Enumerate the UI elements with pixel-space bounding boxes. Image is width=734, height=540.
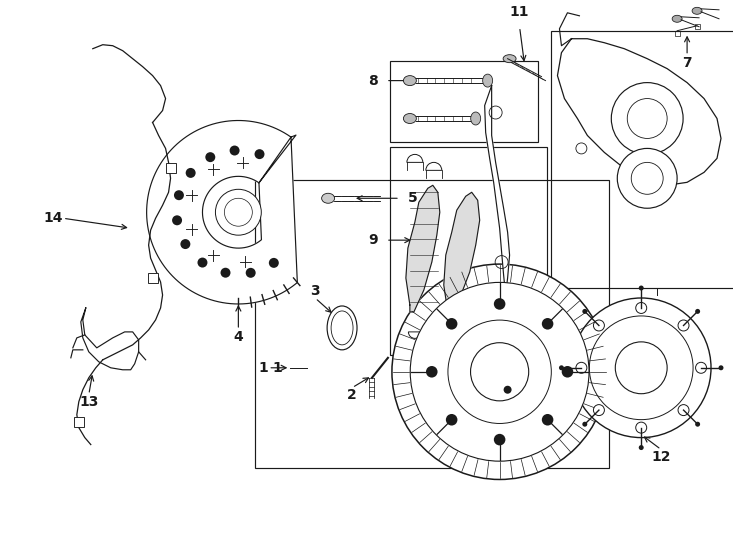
Circle shape <box>172 215 182 225</box>
Ellipse shape <box>672 15 682 22</box>
Circle shape <box>696 362 707 373</box>
Circle shape <box>504 386 512 394</box>
Text: 5: 5 <box>408 191 418 205</box>
Text: 4: 4 <box>233 330 243 344</box>
Circle shape <box>582 309 587 314</box>
Text: 14: 14 <box>43 211 63 225</box>
Circle shape <box>410 282 589 461</box>
Text: 13: 13 <box>79 395 98 409</box>
Circle shape <box>448 320 551 423</box>
Text: 1: 1 <box>272 361 282 375</box>
Circle shape <box>617 148 677 208</box>
Polygon shape <box>147 120 297 304</box>
Circle shape <box>593 320 604 331</box>
Circle shape <box>562 366 573 377</box>
Circle shape <box>695 422 700 427</box>
Ellipse shape <box>404 76 416 86</box>
Bar <box>74 417 84 427</box>
Circle shape <box>593 404 604 416</box>
Circle shape <box>269 258 279 268</box>
Circle shape <box>636 422 647 433</box>
Circle shape <box>611 83 683 154</box>
Bar <box>148 273 158 283</box>
Text: 8: 8 <box>368 73 378 87</box>
Circle shape <box>255 149 264 159</box>
Circle shape <box>426 366 437 377</box>
Circle shape <box>678 320 689 331</box>
Circle shape <box>582 422 587 427</box>
Circle shape <box>559 365 564 370</box>
Circle shape <box>678 404 689 416</box>
Circle shape <box>230 146 239 156</box>
Text: 12: 12 <box>651 450 671 463</box>
Text: 1: 1 <box>258 361 269 375</box>
Circle shape <box>542 318 553 329</box>
Text: 11: 11 <box>510 5 529 19</box>
Circle shape <box>494 434 506 445</box>
Ellipse shape <box>692 8 702 14</box>
Text: 6: 6 <box>653 300 662 314</box>
Circle shape <box>576 143 587 154</box>
Circle shape <box>186 168 196 178</box>
Ellipse shape <box>503 55 516 63</box>
Polygon shape <box>81 308 139 370</box>
Ellipse shape <box>404 113 416 124</box>
Text: 10: 10 <box>490 325 509 339</box>
Circle shape <box>392 264 607 480</box>
Circle shape <box>639 445 644 450</box>
Bar <box>675 31 680 36</box>
Ellipse shape <box>327 306 357 350</box>
Circle shape <box>206 152 215 162</box>
Circle shape <box>181 239 190 249</box>
Circle shape <box>220 268 230 278</box>
Ellipse shape <box>483 74 493 87</box>
Circle shape <box>446 318 457 329</box>
Circle shape <box>216 190 261 235</box>
Circle shape <box>695 309 700 314</box>
Circle shape <box>576 362 587 373</box>
Polygon shape <box>444 192 480 318</box>
Bar <box>255 180 609 468</box>
Circle shape <box>174 190 184 200</box>
Polygon shape <box>484 86 509 295</box>
Circle shape <box>636 302 647 313</box>
Circle shape <box>639 286 644 291</box>
Circle shape <box>446 414 457 426</box>
Text: 7: 7 <box>683 56 692 70</box>
Circle shape <box>246 268 255 278</box>
Ellipse shape <box>470 112 481 125</box>
Text: 9: 9 <box>368 233 378 247</box>
Text: 3: 3 <box>310 284 320 298</box>
Circle shape <box>197 258 208 267</box>
Bar <box>166 164 175 173</box>
Circle shape <box>572 298 711 437</box>
Polygon shape <box>406 185 440 312</box>
Bar <box>390 60 537 143</box>
Bar <box>390 147 548 355</box>
Ellipse shape <box>321 193 335 203</box>
Bar <box>695 24 700 29</box>
Polygon shape <box>557 39 721 185</box>
Text: 2: 2 <box>347 388 357 402</box>
Circle shape <box>719 365 724 370</box>
Circle shape <box>615 342 667 394</box>
Circle shape <box>494 298 506 310</box>
Bar <box>551 31 734 288</box>
Circle shape <box>470 343 528 401</box>
Circle shape <box>542 414 553 426</box>
